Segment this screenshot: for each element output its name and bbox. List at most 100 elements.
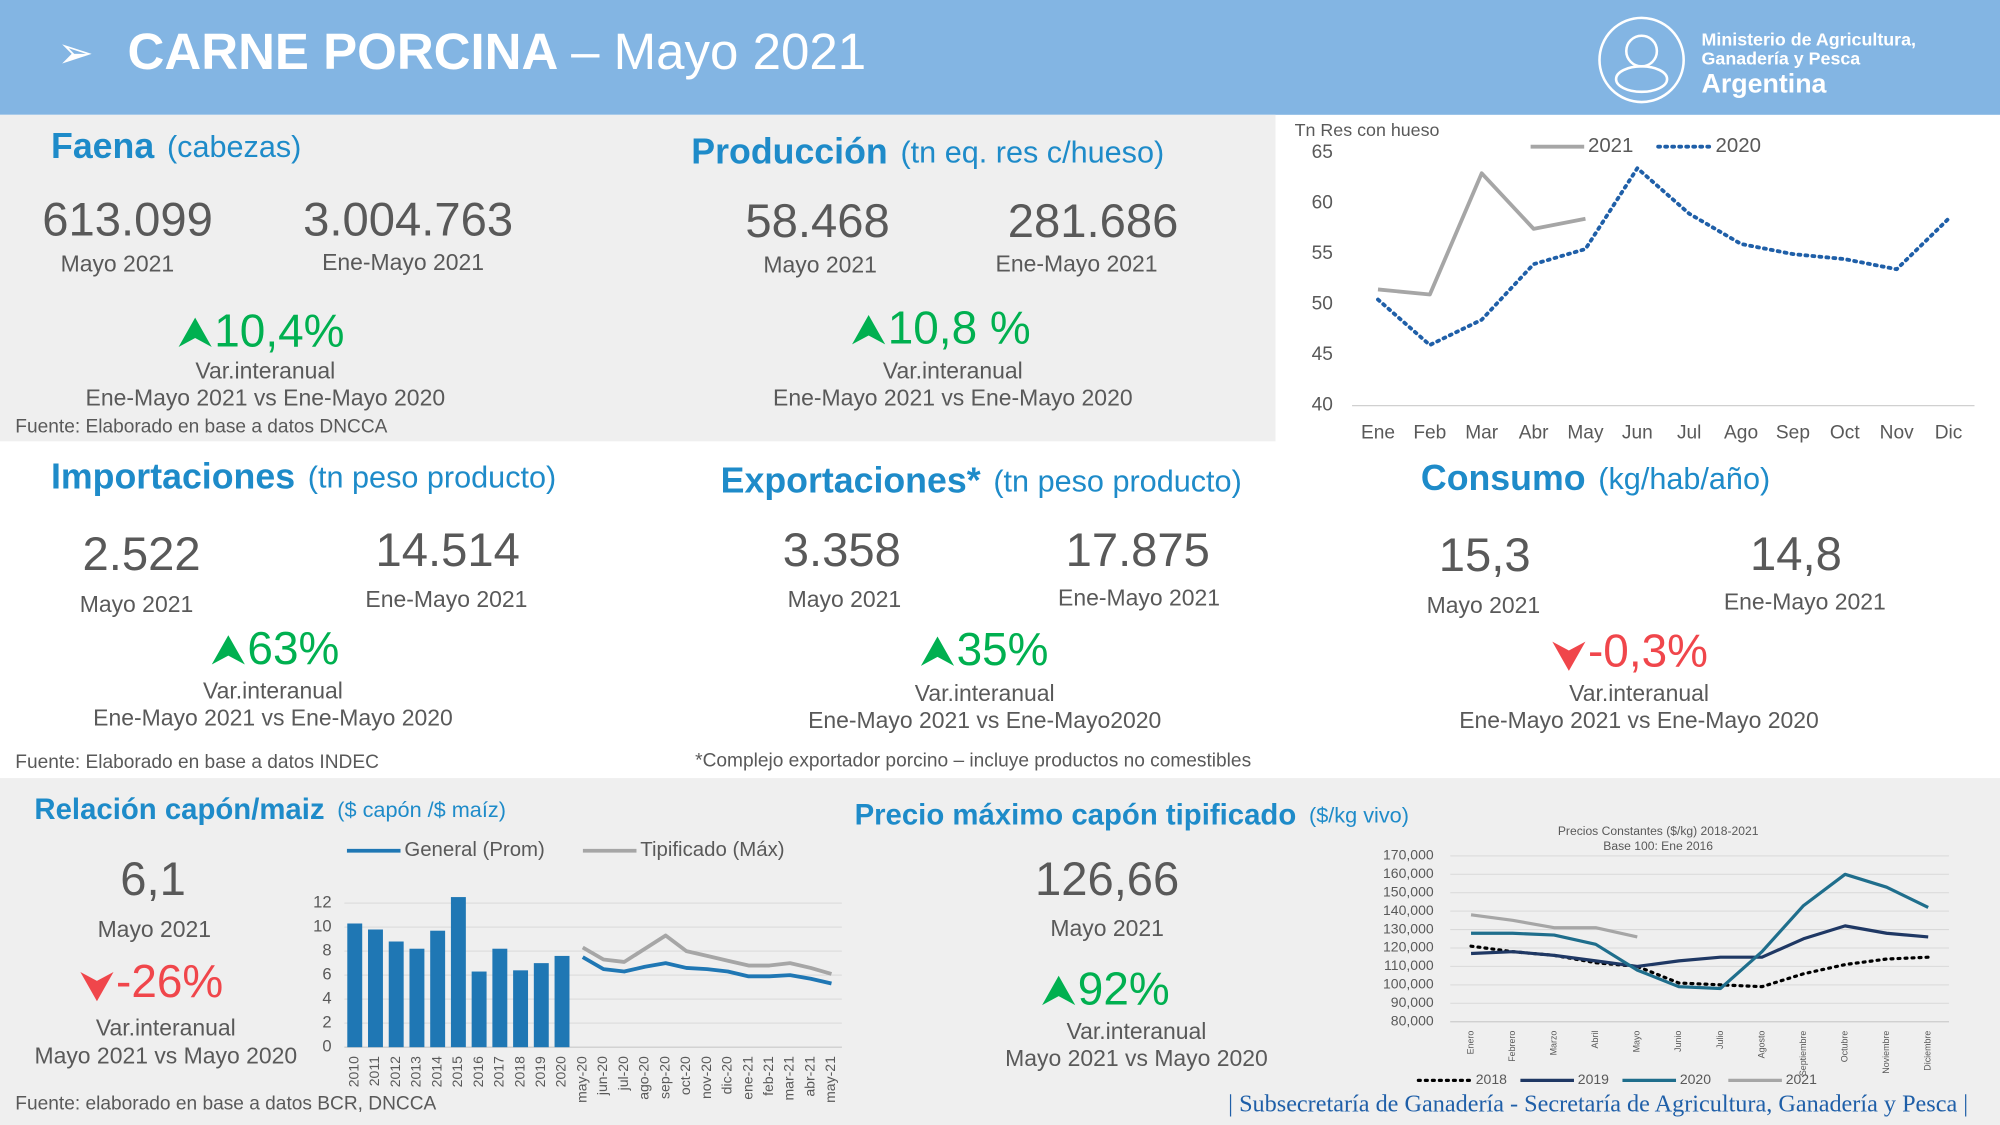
kpi-change: 92% bbox=[1078, 962, 1170, 1014]
y-tick-label: 140,000 bbox=[1383, 902, 1434, 918]
legend-label: 2020 bbox=[1716, 135, 1761, 157]
comparison: Ene-Mayo 2021 vs Ene-Mayo2020 bbox=[808, 707, 1161, 733]
y-axis-label: Tn Res con hueso bbox=[1295, 120, 1440, 140]
line bbox=[1471, 872, 1929, 991]
header-bar bbox=[0, 0, 2000, 115]
x-tick-label: 2015 bbox=[449, 1056, 465, 1087]
bar bbox=[554, 955, 570, 1048]
kpi-period: Ene-Mayo 2021 bbox=[996, 250, 1158, 276]
bar bbox=[471, 971, 487, 1048]
x-tick-label: feb-21 bbox=[760, 1056, 776, 1096]
subtitle: – Mayo 2021 bbox=[571, 24, 866, 81]
panel-heading: Importaciones (tn peso producto) bbox=[51, 457, 556, 497]
x-tick-label: nov-20 bbox=[698, 1056, 714, 1099]
x-tick-label: Nov bbox=[1880, 423, 1914, 444]
x-tick-label: 2010 bbox=[345, 1056, 361, 1087]
y-tick-label: 45 bbox=[1312, 344, 1333, 365]
change-label: Var.interanual bbox=[1569, 680, 1709, 706]
line bbox=[1470, 924, 1929, 969]
x-tick-label: 2017 bbox=[491, 1056, 507, 1087]
y-tick-label: 60 bbox=[1312, 193, 1333, 214]
panel-unit: (tn eq. res c/hueso) bbox=[900, 135, 1164, 169]
legend-label: 2019 bbox=[1578, 1071, 1609, 1087]
x-tick-label: Ago bbox=[1724, 423, 1758, 444]
x-tick-label: 2016 bbox=[470, 1056, 486, 1087]
x-tick-label: Julio bbox=[1715, 1031, 1725, 1049]
chart-title: Precios Constantes ($/kg) 2018-2021 bbox=[1558, 824, 1759, 838]
y-tick-label: 55 bbox=[1312, 243, 1333, 264]
x-tick-label: Noviembre bbox=[1881, 1031, 1891, 1074]
x-tick-label: 2011 bbox=[366, 1056, 382, 1086]
kpi-value: 17.875 bbox=[1066, 524, 1210, 577]
row-background bbox=[0, 778, 2000, 1125]
kpi-period: Ene-Mayo 2021 bbox=[365, 586, 527, 612]
y-tick-label: 50 bbox=[1312, 294, 1333, 315]
kpi-value: 6,1 bbox=[120, 853, 186, 906]
bar bbox=[533, 963, 549, 1048]
kpi-value: 58.468 bbox=[745, 195, 889, 248]
y-tick-label: 65 bbox=[1312, 142, 1333, 163]
change-label: Var.interanual bbox=[96, 1014, 236, 1040]
org-line: Ministerio de Agricultura, bbox=[1702, 30, 1916, 50]
arrow-up bbox=[211, 635, 245, 665]
x-tick-label: Octubre bbox=[1839, 1031, 1849, 1063]
change-label: Var.interanual bbox=[195, 358, 335, 384]
source-note: Fuente: Elaborado en base a datos DNCCA bbox=[15, 416, 387, 437]
kpi-change: 10,4% bbox=[214, 304, 344, 356]
panel-unit: ($ capón /$ maíz) bbox=[337, 797, 506, 822]
line bbox=[1377, 171, 1586, 297]
arrow-down bbox=[80, 971, 114, 1002]
x-tick-label: abr-21 bbox=[801, 1056, 817, 1097]
comparison: Ene-Mayo 2021 vs Ene-Mayo 2020 bbox=[93, 704, 453, 730]
y-tick-label: 90,000 bbox=[1391, 994, 1434, 1010]
line bbox=[581, 955, 832, 986]
panel-title: Relación capón/maiz bbox=[34, 793, 324, 826]
panel-unit: (tn peso producto) bbox=[308, 461, 556, 495]
kpi-change: 10,8 % bbox=[888, 302, 1031, 354]
panel-title: Importaciones bbox=[51, 457, 295, 497]
x-tick-label: ene-21 bbox=[739, 1056, 755, 1100]
legend-label: 2018 bbox=[1476, 1071, 1507, 1087]
panel-heading: Consumo (kg/hab/año) bbox=[1421, 458, 1770, 498]
bar bbox=[368, 929, 383, 1048]
x-tick-label: oct-20 bbox=[677, 1056, 693, 1095]
legend-label: Tipificado (Máx) bbox=[640, 839, 784, 861]
x-tick-label: sep-20 bbox=[656, 1056, 672, 1099]
y-tick-label: 40 bbox=[1312, 395, 1333, 416]
kpi-change: 63% bbox=[247, 622, 339, 674]
bar bbox=[513, 970, 529, 1048]
kpi-period: Ene-Mayo 2021 bbox=[1724, 588, 1886, 614]
change-label: Var.interanual bbox=[1067, 1018, 1207, 1044]
change-label: Var.interanual bbox=[883, 358, 1023, 384]
y-tick-label: 2 bbox=[322, 1013, 331, 1032]
source-note: Fuente: Elaborado en base a datos INDEC bbox=[15, 752, 379, 773]
y-tick-label: 110,000 bbox=[1384, 957, 1434, 973]
x-tick-label: Ene bbox=[1361, 423, 1395, 444]
kpi-change: -0,3% bbox=[1588, 624, 1708, 676]
panel-heading: Precio máximo capón tipificado ($/kg vivo… bbox=[855, 798, 1409, 831]
panel-unit: (kg/hab/año) bbox=[1598, 462, 1770, 496]
x-tick-label: Dic bbox=[1935, 423, 1963, 444]
kpi-period: Mayo 2021 bbox=[763, 252, 877, 278]
x-tick-label: May bbox=[1567, 423, 1604, 444]
y-tick-label: 170,000 bbox=[1383, 847, 1434, 863]
source-note: Fuente: elaborado en base a datos BCR, D… bbox=[15, 1094, 436, 1115]
bar bbox=[388, 941, 404, 1048]
y-tick-label: 10 bbox=[313, 916, 331, 935]
kpi-value: 281.686 bbox=[1008, 195, 1179, 248]
y-tick-label: 160,000 bbox=[1383, 865, 1434, 881]
panel-heading: Relación capón/maiz ($ capón /$ maíz) bbox=[34, 793, 506, 826]
x-tick-label: jul-20 bbox=[615, 1056, 631, 1091]
kpi-change: 35% bbox=[957, 623, 1049, 675]
x-tick-label: Septiembre bbox=[1798, 1031, 1808, 1077]
x-tick-label: 2019 bbox=[532, 1056, 548, 1087]
kpi-value: 3.358 bbox=[783, 524, 901, 577]
arrow-up bbox=[178, 317, 212, 347]
change-label: Var.interanual bbox=[203, 678, 343, 704]
kpi-period: Ene-Mayo 2021 bbox=[322, 249, 484, 275]
y-tick-label: 0 bbox=[322, 1037, 331, 1056]
kpi-value: 613.099 bbox=[42, 194, 213, 247]
x-tick-label: 2020 bbox=[553, 1056, 569, 1087]
x-tick-label: ago-20 bbox=[636, 1056, 652, 1100]
x-tick-label: Sep bbox=[1776, 423, 1810, 444]
